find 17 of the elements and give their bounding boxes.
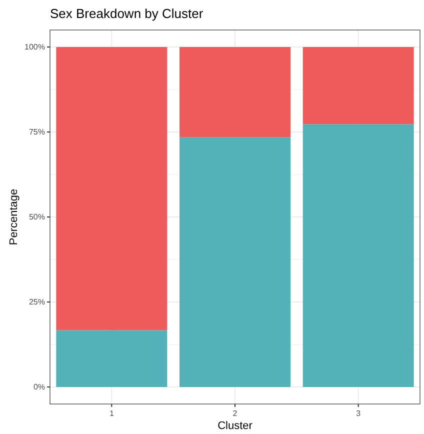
y-axis-title: Percentage — [8, 188, 20, 246]
chart-title: Sex Breakdown by Cluster — [50, 6, 204, 21]
y-tick-label: 75% — [28, 128, 45, 137]
y-tick-label: 25% — [28, 298, 45, 307]
x-axis-title: Cluster — [218, 420, 253, 432]
bar — [302, 124, 414, 387]
bar — [56, 330, 168, 387]
bar — [180, 137, 290, 387]
bar — [56, 47, 168, 330]
x-tick-label: 2 — [232, 409, 238, 418]
y-tick-label: 0% — [33, 382, 45, 392]
bar — [302, 47, 414, 124]
y-tick-label: 100% — [24, 42, 45, 52]
bar — [180, 47, 290, 138]
x-tick-label: 1 — [109, 409, 114, 418]
x-tick-label: 3 — [356, 409, 362, 418]
y-tick-label: 50% — [28, 212, 45, 222]
